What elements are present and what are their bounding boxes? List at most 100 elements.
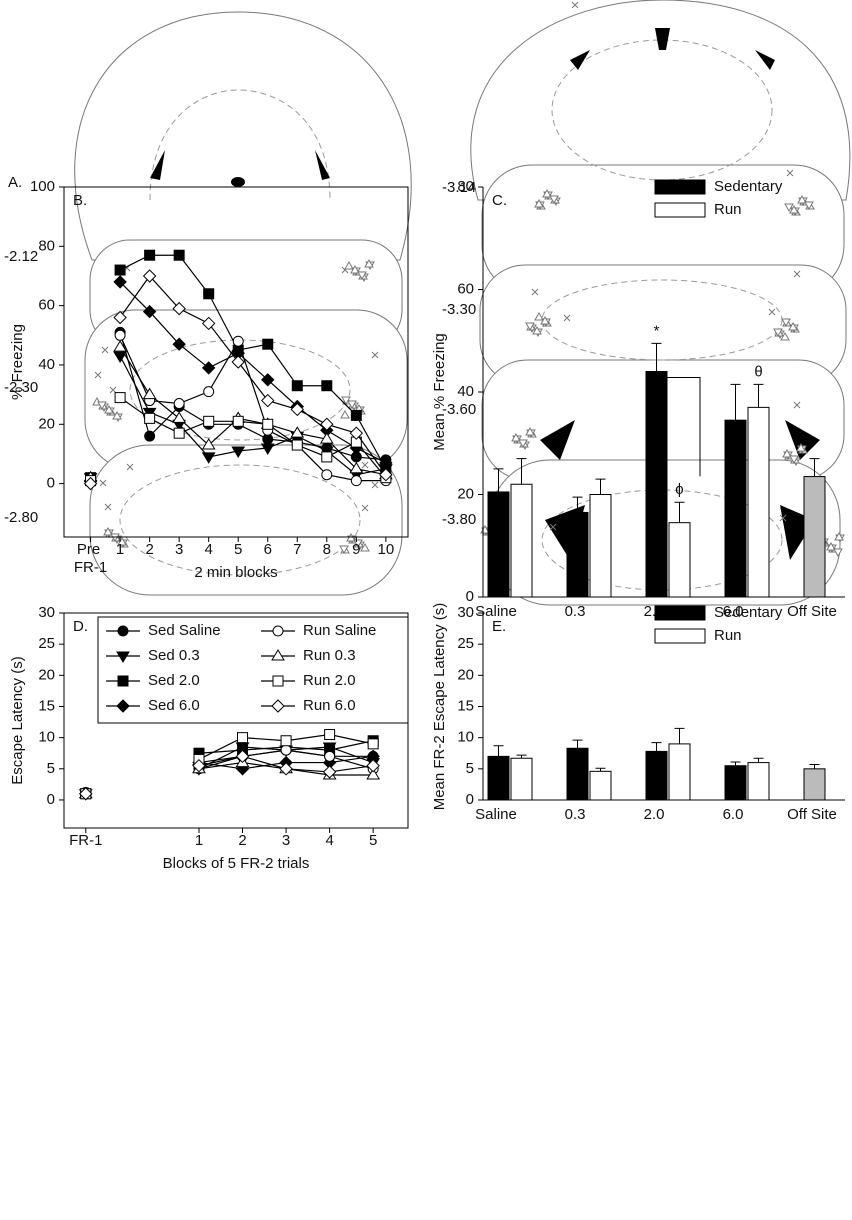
x-tick-label: 4 (325, 832, 333, 849)
marker (366, 768, 381, 780)
error-bar (730, 383, 741, 421)
marker (349, 461, 364, 474)
atlas-x (371, 481, 379, 489)
marker (83, 476, 98, 491)
y-tick-label: 0 (47, 475, 55, 492)
brain-structure (119, 464, 361, 576)
marker (319, 432, 334, 444)
series-line (119, 397, 387, 479)
x-axis-label: Blocks of 5 FR-2 trials (163, 855, 310, 872)
brain-section (89, 444, 403, 596)
y-axis-label: Mean FR-2 Escape Latency (s) (431, 603, 448, 811)
marker (272, 625, 284, 637)
y-tick-label: 15 (38, 697, 55, 714)
bar (589, 770, 612, 801)
legend-label: Run 2.0 (303, 672, 356, 689)
atlas-x (104, 503, 112, 511)
bracket (667, 377, 701, 477)
legend-label: Sed Saline (148, 622, 221, 639)
bar (566, 511, 589, 598)
atlas-marker (103, 526, 113, 536)
error-bar (572, 496, 583, 513)
marker (262, 418, 274, 430)
marker (279, 762, 293, 776)
atlas-marker (112, 410, 122, 420)
error-bar (651, 742, 662, 752)
marker (290, 402, 304, 417)
bar (645, 750, 668, 801)
marker (203, 288, 215, 300)
legend-label: Sed 2.0 (148, 672, 200, 689)
series-line (119, 346, 386, 476)
bar (747, 406, 770, 598)
marker (201, 452, 216, 464)
bar (487, 755, 510, 801)
y-axis-label: Mean % Freezing (431, 333, 448, 451)
panel-label: D. (73, 618, 88, 635)
atlas-marker (347, 400, 357, 410)
atlas-x (571, 1, 579, 9)
legend-frame (97, 616, 409, 724)
error-bar (674, 727, 685, 744)
x-tick-label: Off Site (787, 603, 837, 620)
x-tick-label: 0.3 (565, 806, 586, 823)
marker (237, 732, 249, 744)
section-label: -2.30 (4, 379, 38, 396)
atlas-marker (340, 409, 350, 419)
atlas-marker (833, 548, 843, 558)
error-bar (809, 458, 820, 477)
x-tick-label: Pre FR-1 (74, 541, 107, 576)
error-bar (809, 763, 820, 769)
x-tick-label: 3 (282, 832, 290, 849)
atlas-marker (834, 531, 844, 541)
y-axis-label: Escape Latency (s) (9, 656, 26, 784)
marker (201, 361, 216, 375)
x-tick-label: 2 (238, 832, 246, 849)
legend-swatch (654, 202, 706, 218)
marker (173, 249, 185, 261)
atlas-marker (350, 264, 360, 274)
marker (113, 340, 127, 352)
marker (144, 430, 156, 442)
atlas-x (361, 504, 369, 512)
bar (724, 419, 747, 598)
marker (320, 417, 334, 431)
y-tick-label: 0 (466, 791, 474, 808)
y-tick-label: 0 (466, 588, 474, 605)
atlas-x (793, 401, 801, 409)
x-tick-label: 6.0 (723, 603, 744, 620)
marker (366, 758, 380, 773)
marker (114, 264, 126, 276)
atlas-x (786, 169, 794, 177)
atlas-marker (525, 322, 535, 332)
marker (350, 409, 362, 421)
atlas-marker (780, 331, 790, 341)
marker (201, 438, 216, 450)
marker (113, 351, 127, 364)
panel-label: E. (492, 618, 506, 635)
legend-label: Sed 0.3 (148, 647, 200, 664)
legend-swatch (654, 605, 706, 621)
atlas-x (99, 479, 107, 487)
atlas-x (793, 270, 801, 278)
marker (114, 329, 126, 341)
marker (291, 380, 303, 392)
y-tick-label: 60 (457, 280, 474, 297)
legend-swatch (654, 628, 706, 644)
atlas-x (531, 288, 539, 296)
marker (142, 387, 157, 400)
atlas-marker (773, 328, 783, 338)
atlas-x (361, 461, 369, 469)
legend-label: Run (714, 627, 742, 644)
y-tick-label: 20 (38, 415, 55, 432)
marker (280, 744, 292, 756)
section-label: -3.80 (442, 511, 476, 528)
legend-label: Run 6.0 (303, 697, 356, 714)
section-label: -3.14 (442, 179, 476, 196)
marker (203, 386, 215, 398)
bar (803, 476, 826, 598)
x-tick-label: 5 (234, 541, 242, 558)
atlas-marker (339, 545, 349, 555)
y-tick-label: 20 (457, 666, 474, 683)
marker (280, 735, 292, 747)
